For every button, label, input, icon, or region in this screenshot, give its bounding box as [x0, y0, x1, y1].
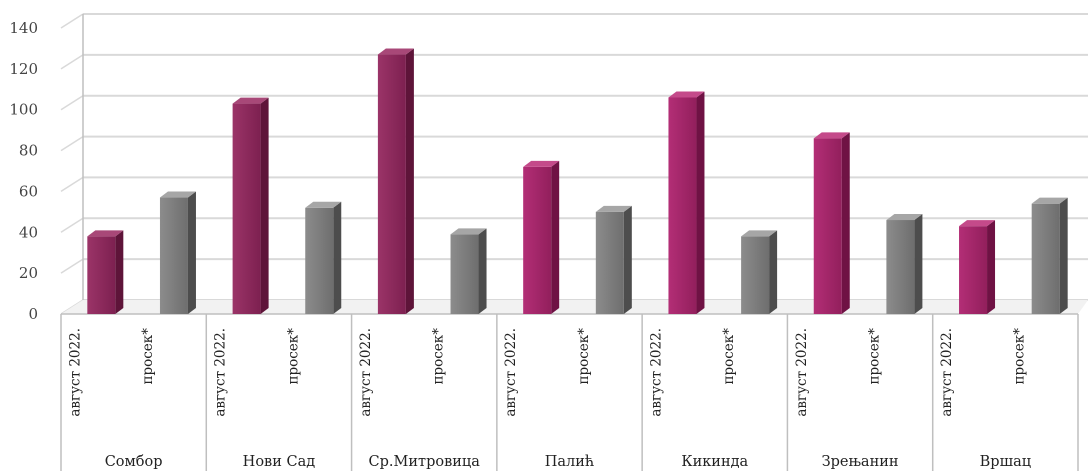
bar-front	[959, 226, 988, 314]
bar-side	[696, 91, 705, 314]
bar-top	[1031, 197, 1068, 204]
y-tick-label: 0	[28, 305, 38, 323]
bar-side	[623, 205, 632, 314]
bar-front	[87, 236, 116, 314]
bar-top	[595, 205, 632, 212]
sub-category-label: просек*	[576, 328, 592, 385]
x-axis-labels: август 2022. просек* Сомбор август 2022. про…	[67, 328, 1031, 470]
gridline-depth	[60, 54, 84, 70]
bar-front	[595, 211, 624, 314]
bar-top	[886, 214, 923, 221]
bar-top	[377, 48, 414, 55]
group-label: Зрењанин	[822, 454, 899, 470]
bar-front	[523, 166, 552, 314]
bar	[886, 214, 923, 314]
bar-front	[377, 54, 406, 315]
y-tick-label: 40	[19, 223, 38, 241]
sub-category-label: август 2022.	[939, 328, 955, 417]
bar-top	[741, 230, 778, 237]
bar	[813, 132, 850, 314]
group-label: Нови Сад	[243, 454, 316, 470]
gridline-depth	[60, 176, 84, 193]
bar-side	[769, 230, 778, 314]
bar-side	[551, 160, 560, 314]
group-label: Палић	[545, 454, 595, 470]
y-tick-label: 80	[19, 142, 38, 160]
bar-top	[159, 191, 196, 198]
bar-front	[741, 236, 770, 314]
bar-side	[187, 191, 196, 314]
bar-top	[523, 160, 560, 167]
gridline-depth	[60, 95, 84, 111]
bar-top	[232, 97, 269, 104]
bars	[87, 48, 1068, 315]
gridline-depth	[60, 135, 84, 152]
y-tick-label: 100	[9, 101, 38, 119]
bar-side	[333, 201, 342, 314]
sub-category-label: просек*	[866, 328, 882, 385]
y-tick-label: 60	[19, 182, 38, 200]
bar-top	[305, 201, 342, 208]
bar	[305, 201, 342, 314]
bar	[159, 191, 196, 314]
group-label: Ср.Митровица	[369, 454, 481, 470]
bar-front	[886, 220, 915, 314]
sub-category-label: август 2022.	[358, 328, 374, 417]
gridline-depth	[60, 217, 84, 233]
bar-front	[668, 97, 697, 314]
sub-category-label: август 2022.	[503, 328, 519, 417]
group-label: Кикинда	[681, 454, 748, 470]
bar	[87, 230, 124, 314]
sub-category-label: август 2022.	[648, 328, 664, 417]
gridline-depth	[60, 258, 84, 274]
group-label: Сомбор	[105, 454, 163, 470]
bar	[232, 97, 269, 314]
bar-side	[115, 230, 124, 314]
bar-side	[1059, 197, 1068, 314]
y-axis-tick-labels: 0 20 40 60 80 100 120 140	[9, 19, 38, 323]
bar-side	[405, 48, 414, 315]
bar-side	[260, 97, 269, 314]
bar-front	[305, 207, 334, 314]
bar	[450, 228, 487, 314]
bar-top	[813, 132, 850, 139]
bar-side	[478, 228, 487, 314]
bar-top	[450, 228, 487, 235]
sub-category-label: август 2022.	[213, 328, 229, 417]
bar-top	[87, 230, 124, 237]
y-tick-label: 120	[9, 60, 38, 78]
chart-floor	[61, 300, 1088, 314]
group-label: Вршац	[980, 454, 1031, 470]
sub-category-label: просек*	[721, 328, 737, 385]
bar	[523, 160, 560, 314]
bar-side	[841, 132, 850, 314]
gridline-depth	[60, 13, 84, 29]
sub-category-label: август 2022.	[67, 328, 83, 417]
bar-top	[668, 91, 705, 98]
bar	[377, 48, 414, 315]
y-tick-label: 20	[19, 264, 38, 282]
bar-front	[159, 197, 188, 314]
bar	[741, 230, 778, 314]
bar-top	[959, 220, 996, 227]
bar	[668, 91, 705, 314]
bar-front	[450, 234, 479, 314]
bar	[959, 220, 996, 314]
bar-front	[232, 103, 261, 314]
sub-category-label: просек*	[285, 328, 301, 385]
bar-side	[914, 214, 923, 314]
sub-category-label: просек*	[1012, 328, 1028, 385]
bar-front	[1031, 203, 1060, 314]
y-tick-label: 140	[9, 19, 38, 37]
sub-category-label: просек*	[431, 328, 447, 385]
grid-lines	[60, 13, 1088, 315]
sub-category-label: просек*	[140, 328, 156, 385]
bar	[1031, 197, 1068, 314]
bar-side	[987, 220, 996, 314]
bar-front	[813, 138, 842, 314]
sub-category-label: август 2022.	[794, 328, 810, 417]
bar	[595, 205, 632, 314]
